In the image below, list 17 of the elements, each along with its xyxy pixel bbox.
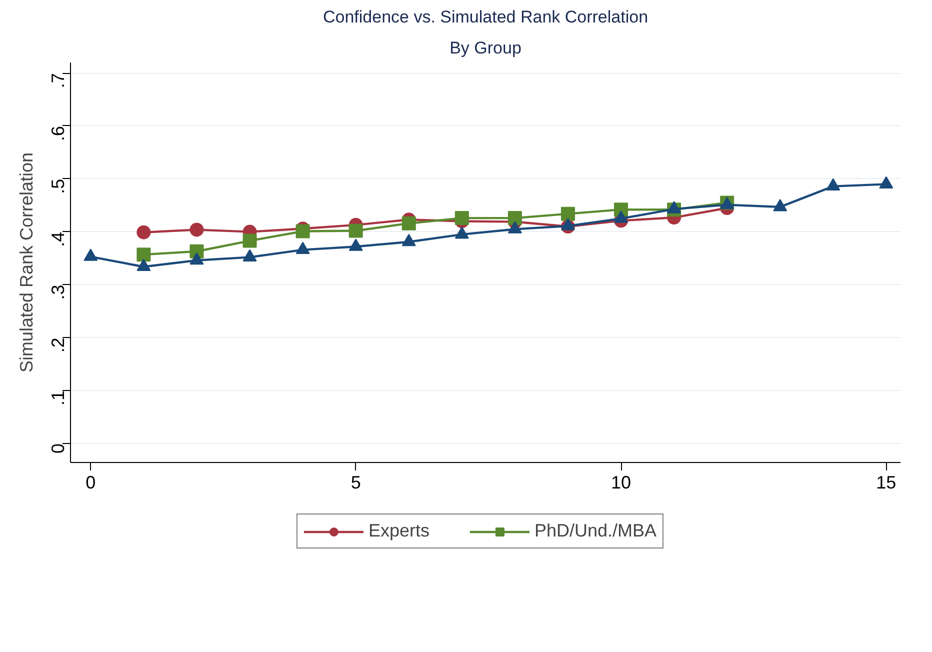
y-tick-label: .3 [48, 284, 68, 300]
y-tick-label: 0 [48, 443, 68, 454]
x-tick-label: 15 [876, 472, 896, 492]
chart-title: Confidence vs. Simulated Rank Correlation [322, 8, 648, 26]
y-tick-label: .2 [48, 338, 68, 353]
legend-label: Experts [368, 520, 430, 542]
y-tick-label: .5 [48, 178, 68, 194]
y-tick-label: .4 [48, 232, 68, 247]
x-tick-label: 5 [350, 472, 361, 492]
x-tick-label: 10 [610, 472, 632, 492]
legend-label: PhD/Und./MBA [534, 520, 657, 542]
y-tick-label: .6 [48, 126, 68, 142]
y-tick-label: .1 [48, 390, 68, 406]
y-axis-title: Simulated Rank Correlation [16, 152, 36, 373]
chart-subtitle: By Group [450, 38, 522, 58]
x-tick-label: 0 [86, 472, 96, 492]
y-tick-label: .7 [48, 73, 68, 88]
